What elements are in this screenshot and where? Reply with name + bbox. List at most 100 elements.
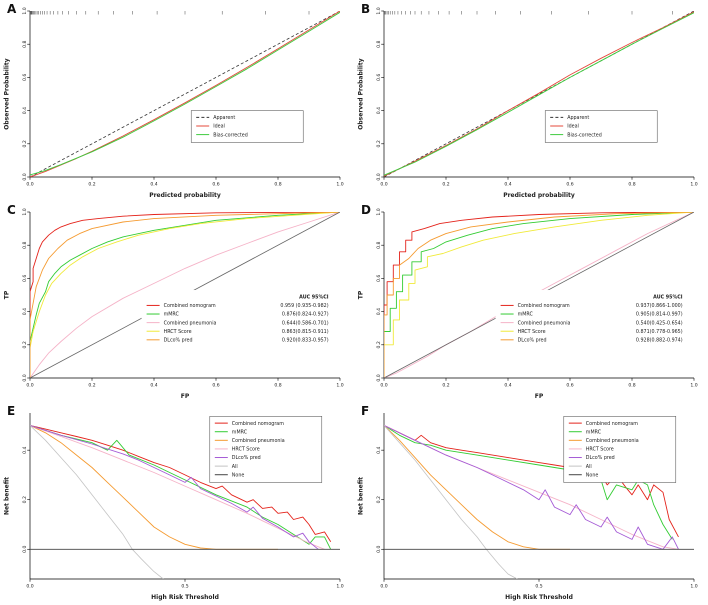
x-axis-label: High Risk Threshold (151, 594, 219, 601)
y-axis-label: Net benefit (4, 477, 11, 515)
legend-label: Bias-corrected (567, 132, 602, 138)
legend-value: 0.871(0.778-0.965) (636, 329, 683, 335)
x-tick-label: 0.8 (274, 182, 281, 188)
legend-label: Combined pneumonia (164, 320, 217, 326)
series-lines (30, 212, 340, 378)
panel-b: B 0.0 0.2 0.4 0.6 0.8 1.0 0.0 0.2 0.4 0.6 0.8 1.0 Pr… (354, 2, 708, 203)
x-tick-label: 0.8 (274, 383, 281, 389)
legend-value: 0.863(0.815-0.911) (282, 329, 329, 335)
y-tick-label: 0.0 (376, 546, 382, 553)
y-tick-label: 1.0 (22, 208, 28, 215)
legend-label: Combined nomogram (586, 421, 638, 427)
x-tick-label: 0.0 (26, 584, 33, 590)
series-HRCT Score (384, 212, 694, 378)
legend-label: mMRC (232, 429, 248, 435)
series-DLco% pred (30, 212, 340, 378)
y-tick-label: 0.0 (376, 374, 382, 381)
y-tick-label: 0.8 (376, 241, 382, 248)
legend-label: HRCT Score (232, 447, 260, 453)
y-tick-label: 1.0 (376, 208, 382, 215)
y-tick-label: 0.0 (22, 173, 28, 180)
series-Combined pneumonia (30, 212, 340, 378)
panel-label-c: C (7, 203, 16, 217)
x-axis-label: FP (535, 393, 544, 400)
panel-f: F 0.0 0.5 1.0 0.0 0.2 0.4 High Risk Threshold N… (354, 404, 708, 605)
y-tick-label: 0.2 (376, 341, 382, 348)
legend-value: 0.928(0.882-0.974) (636, 338, 683, 344)
y-tick-label: 0.6 (376, 275, 382, 282)
y-tick-label: 0.4 (22, 308, 28, 315)
series-mMRC (30, 212, 340, 378)
legend-value: 0.905(0.814-0.997) (636, 312, 683, 318)
legend-label: DLco% pred (518, 338, 547, 344)
series-Combined pneumonia (30, 424, 278, 550)
panel-label-a: A (7, 2, 17, 16)
x-axis-label: Predicted probability (149, 192, 221, 199)
x-tick-label: 1.0 (690, 584, 697, 590)
panel-label-e: E (7, 404, 16, 418)
y-tick-label: 0.6 (22, 74, 28, 81)
y-tick-label: 0.0 (22, 374, 28, 381)
legend-label: HRCT Score (586, 447, 614, 453)
series-mMRC (384, 212, 694, 378)
legend-label: mMRC (586, 429, 602, 435)
y-tick-label: 0.8 (22, 241, 28, 248)
panel-d: D 0.0 0.2 0.4 0.6 0.8 1.0 0.0 0.2 0.4 0.6 0.8 1.0 FP… (354, 203, 708, 404)
series-lines (30, 11, 340, 177)
x-tick-label: 0.8 (628, 182, 635, 188)
legend-box (190, 110, 304, 143)
series-lines (30, 424, 340, 579)
legend-box (495, 290, 688, 348)
panel-a: A 0.0 0.2 0.4 0.6 0.8 1.0 0.0 0.2 0.4 0.6 0.8 1.0 Pr… (0, 2, 354, 203)
panel-label-d: D (361, 203, 371, 217)
legend-label: DLco% pred (164, 338, 193, 344)
panel-label-b: B (361, 2, 371, 16)
legend-title: AUC 95%CI (653, 295, 683, 301)
series-DLco% pred (384, 424, 679, 550)
y-tick-label: 0.4 (22, 446, 28, 453)
x-tick-label: 0.4 (150, 182, 157, 188)
y-tick-label: 0.2 (22, 496, 28, 503)
legend-label: Ideal (213, 124, 225, 130)
y-axis-label: Net benefit (358, 477, 365, 515)
legend-value: 0.876(0.824-0.927) (282, 312, 329, 318)
x-tick-label: 0.6 (566, 182, 573, 188)
y-tick-label: 0.4 (22, 107, 28, 114)
calibration-chart-validation: 0.0 0.2 0.4 0.6 0.8 1.0 0.0 0.2 0.4 0.6 0.8 1.0 Pred… (358, 7, 698, 199)
x-tick-label: 1.0 (336, 383, 343, 389)
roc-chart-validation: 0.0 0.2 0.4 0.6 0.8 1.0 0.0 0.2 0.4 0.6 0.8 1.0 FP TP… (358, 208, 698, 400)
legend-box (209, 416, 323, 483)
series-HRCT Score (30, 212, 340, 378)
x-tick-label: 0.4 (504, 182, 511, 188)
legend-value: 0.937(0.866-1.000) (636, 303, 683, 309)
x-tick-label: 0.2 (88, 383, 95, 389)
series-Combined nomogram (384, 212, 694, 378)
x-axis-label: Predicted probability (503, 192, 575, 199)
y-tick-label: 1.0 (22, 7, 28, 14)
y-tick-label: 0.2 (376, 496, 382, 503)
series-Combined nomogram (384, 424, 679, 538)
legend-label: DLco% pred (586, 455, 615, 461)
y-tick-label: 0.2 (22, 140, 28, 147)
legend-label: None (586, 472, 599, 478)
legend-label: mMRC (518, 312, 534, 318)
x-tick-label: 0.2 (442, 383, 449, 389)
y-tick-label: 0.6 (22, 275, 28, 282)
series-DLco% pred (384, 212, 694, 378)
y-tick-label: 0.4 (376, 308, 382, 315)
legend-label: Apparent (213, 115, 235, 121)
decision-curve-chart-validation: 0.0 0.5 1.0 0.0 0.2 0.4 High Risk Threshold Net… (358, 413, 698, 601)
x-tick-label: 0.5 (535, 584, 542, 590)
y-axis-label: Observed Probability (4, 58, 11, 130)
legend-value: 0.540(0.425-0.654) (636, 320, 683, 326)
panel-e: E 0.0 0.5 1.0 0.0 0.2 0.4 High Risk Threshold N… (0, 404, 354, 605)
legend-label: mMRC (164, 312, 180, 318)
series-Ideal (384, 11, 694, 177)
series-All (30, 425, 164, 579)
legend-value: 0.644(0.586-0.701) (282, 320, 329, 326)
x-tick-label: 0.6 (212, 383, 219, 389)
legend-label: Combined pneumonia (518, 320, 571, 326)
legend-title: AUC 95%CI (299, 295, 329, 301)
x-tick-label: 0.0 (26, 383, 33, 389)
